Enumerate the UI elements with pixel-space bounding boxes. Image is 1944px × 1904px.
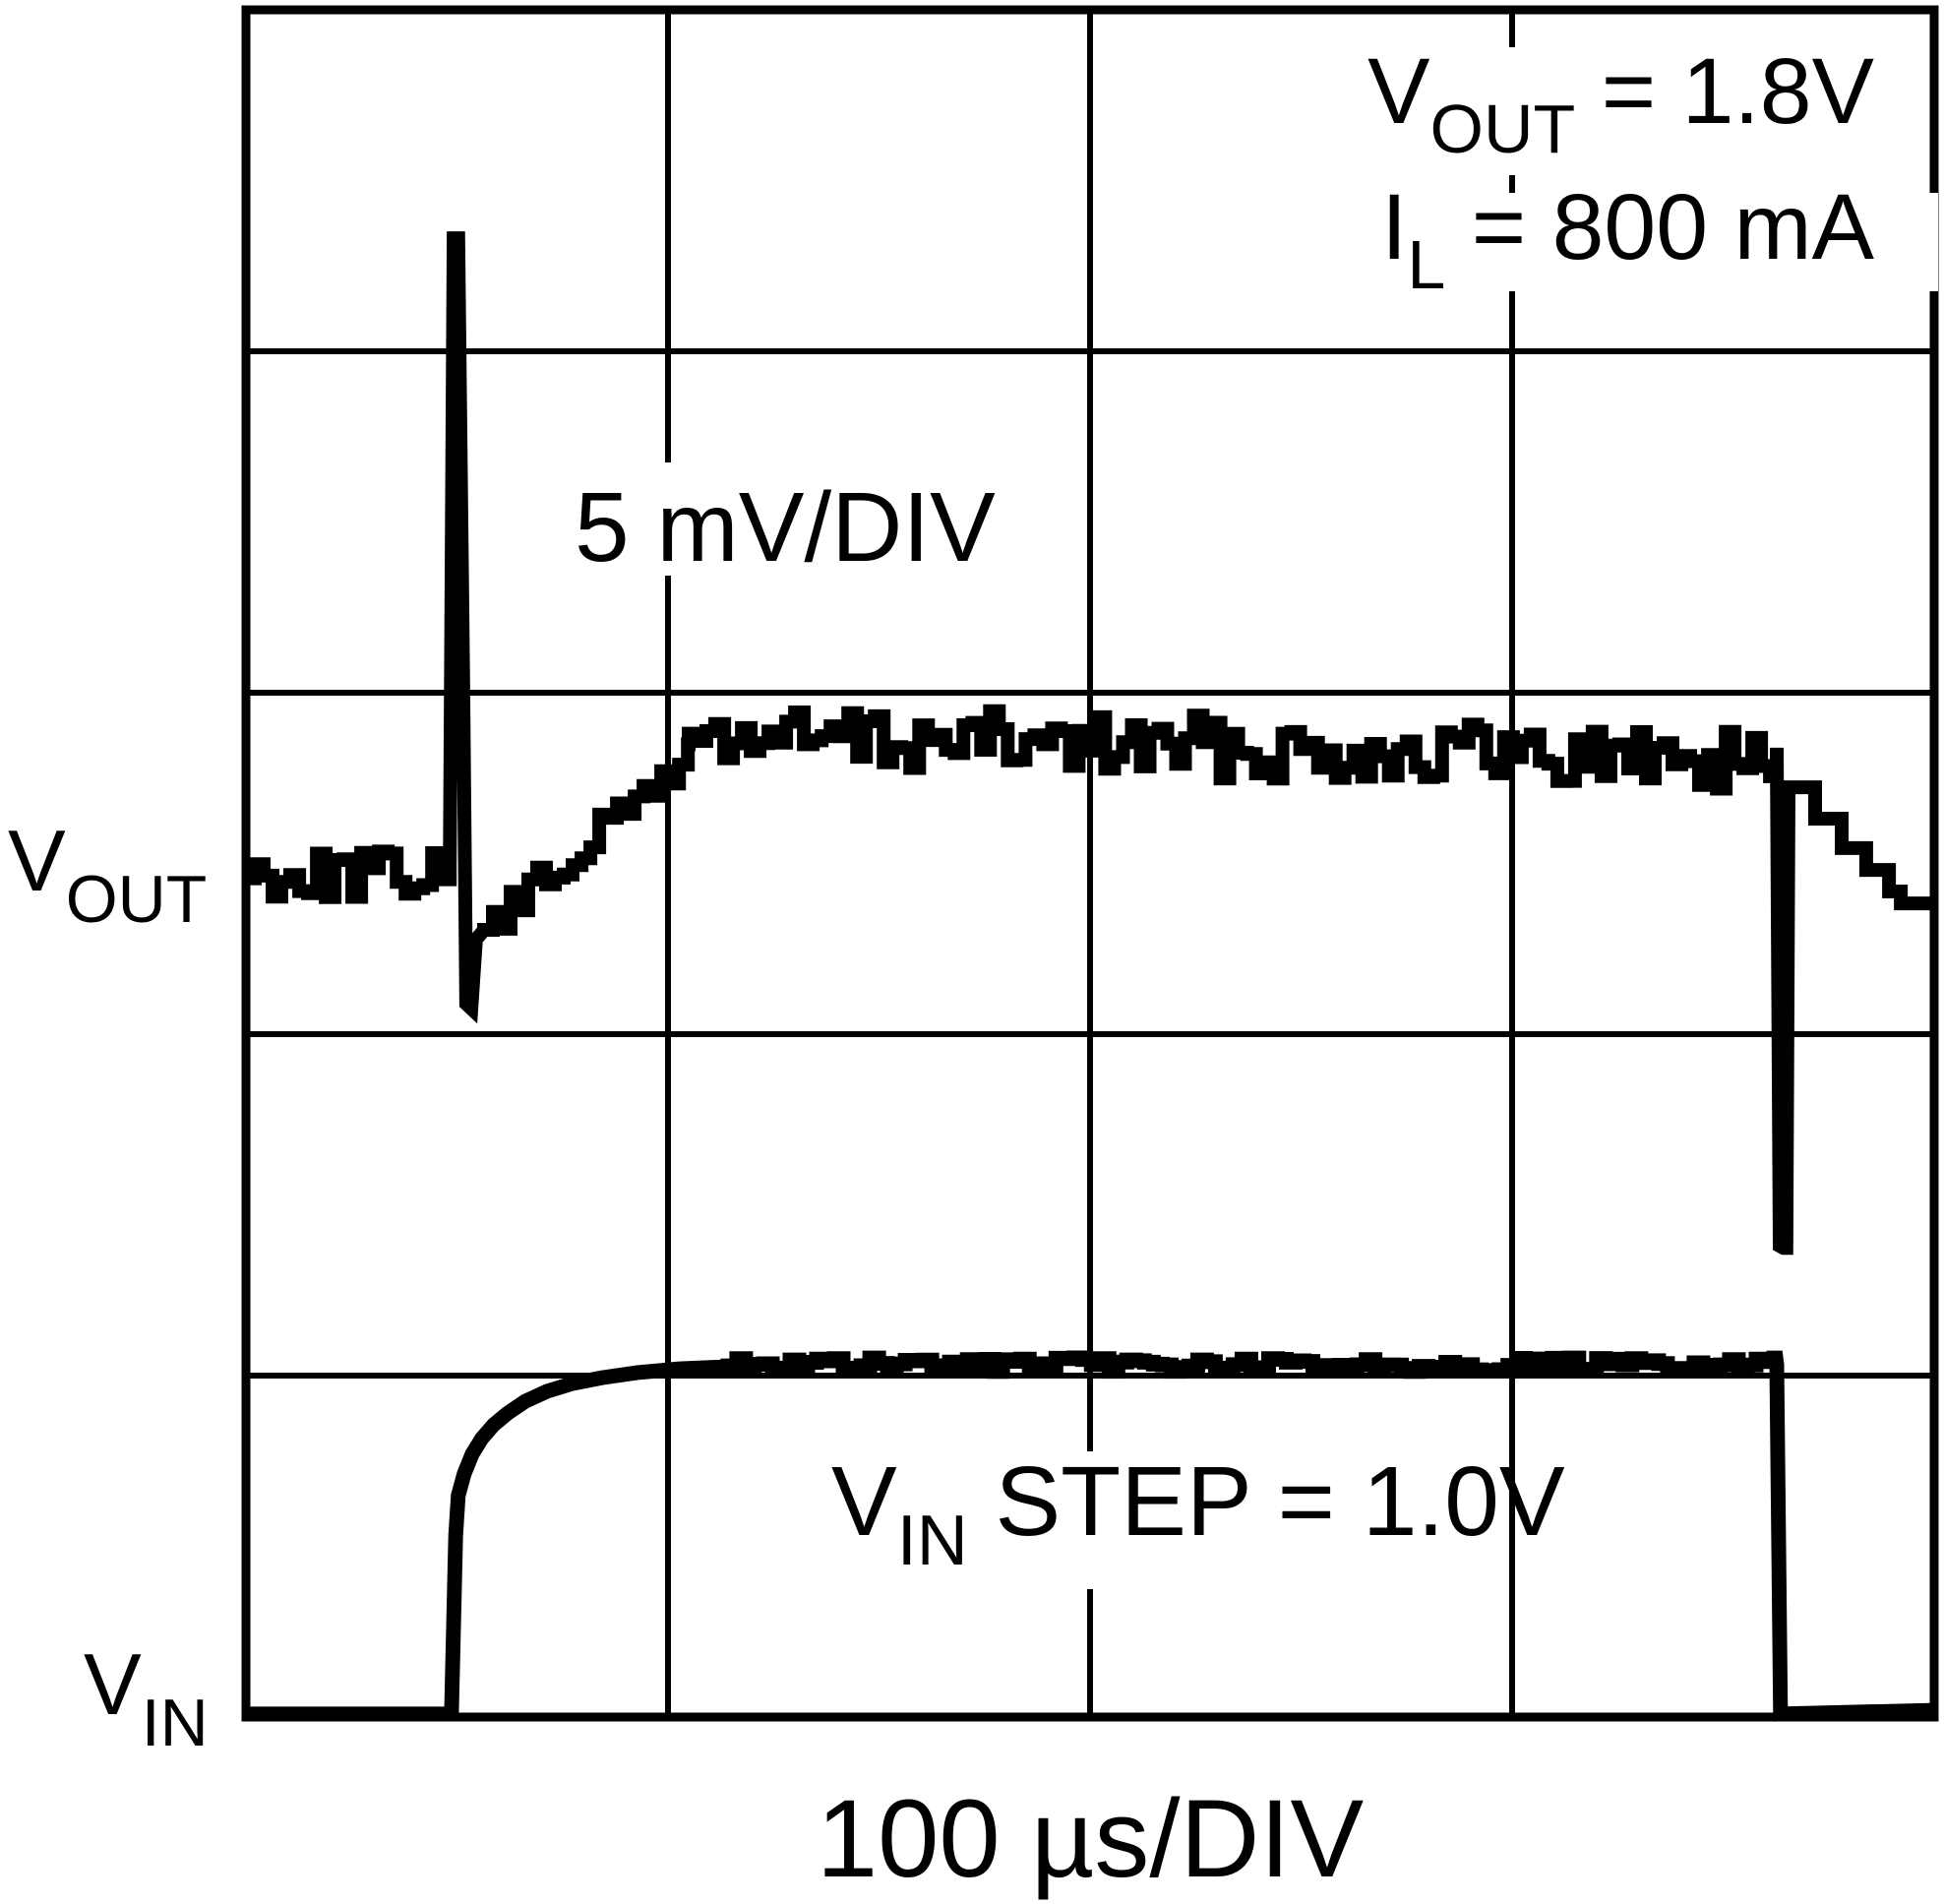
vout-trace [246, 231, 1934, 1256]
grid [246, 10, 1934, 1717]
traces [246, 231, 1935, 1722]
vin-trace [246, 1350, 1935, 1722]
vout-condition-label: VOUT = 1.8V [1367, 39, 1874, 167]
time-scale-label: 100 µs/DIV [817, 1777, 1365, 1900]
vout-scale-label: 5 mV/DIV [575, 472, 996, 583]
il-condition-mask [1409, 193, 1938, 291]
vin-step-label: VIN STEP = 1.0V [831, 1446, 1565, 1580]
plot-border [241, 5, 1939, 1722]
scale-label-mask [556, 462, 969, 576]
step-label-mask [817, 1451, 1495, 1589]
il-condition-label: IL = 800 mA [1381, 175, 1875, 303]
vout-trace-label: VOUT [8, 812, 207, 937]
vin-trace-label: VIN [84, 1635, 209, 1760]
vout-condition-mask [1392, 47, 1923, 175]
